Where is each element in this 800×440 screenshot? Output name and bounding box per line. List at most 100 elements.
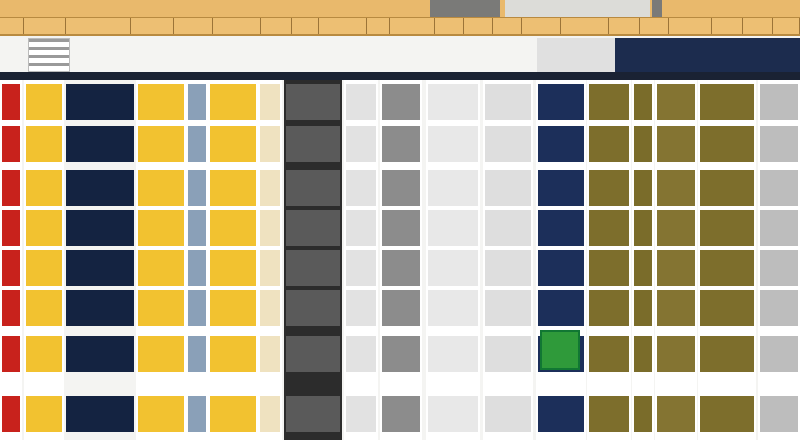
grid-cell[interactable] (428, 170, 478, 206)
column-header[interactable] (261, 18, 292, 34)
grid-cell[interactable] (634, 250, 652, 286)
grid-cell[interactable] (138, 396, 184, 432)
grid-cell[interactable] (700, 250, 754, 286)
grid-cell[interactable] (66, 396, 134, 432)
grid-cell[interactable] (382, 210, 420, 246)
grid-cell[interactable] (700, 290, 754, 326)
grid-cell[interactable] (138, 84, 184, 120)
column-header[interactable] (390, 18, 435, 34)
grid-cell[interactable] (485, 250, 531, 286)
grid-cell[interactable] (260, 336, 280, 372)
grid-cell[interactable] (138, 170, 184, 206)
grid-cell[interactable] (66, 170, 134, 206)
grid-cell[interactable] (2, 126, 20, 162)
column-header[interactable] (669, 18, 713, 34)
grid-cell[interactable] (260, 170, 280, 206)
thumbnail-preview[interactable] (28, 38, 70, 72)
grid-cell[interactable] (260, 210, 280, 246)
grid-cell[interactable] (188, 84, 206, 120)
grid-cell[interactable] (26, 126, 62, 162)
grid-cell[interactable] (760, 396, 798, 432)
grid-cell[interactable] (634, 396, 652, 432)
grid-cell[interactable] (188, 396, 206, 432)
grid-cell[interactable] (760, 210, 798, 246)
column-header[interactable] (367, 18, 390, 34)
grid-cell[interactable] (188, 336, 206, 372)
grid-cell[interactable] (700, 126, 754, 162)
grid-cell[interactable] (66, 290, 134, 326)
grid-cell[interactable] (346, 396, 376, 432)
grid-cell[interactable] (760, 170, 798, 206)
grid-cell[interactable] (2, 250, 20, 286)
grid-cell[interactable] (538, 210, 584, 246)
grid-cell[interactable] (589, 336, 629, 372)
grid-cell[interactable] (538, 84, 584, 120)
grid-cell[interactable] (634, 126, 652, 162)
column-header[interactable] (0, 18, 24, 34)
grid-cell[interactable] (210, 336, 256, 372)
grid-cell[interactable] (760, 290, 798, 326)
column-header[interactable] (319, 18, 367, 34)
grid-cell[interactable] (138, 336, 184, 372)
column-header[interactable] (712, 18, 744, 34)
grid-cell[interactable] (26, 170, 62, 206)
grid-cell[interactable] (485, 170, 531, 206)
column-header[interactable] (493, 18, 523, 34)
grid-cell[interactable] (589, 290, 629, 326)
grid-cell[interactable] (589, 396, 629, 432)
grid-cell[interactable] (346, 336, 376, 372)
grid-cell[interactable] (260, 396, 280, 432)
grid-cell[interactable] (210, 170, 256, 206)
grid-cell[interactable] (760, 250, 798, 286)
grid-cell[interactable] (485, 126, 531, 162)
grid-cell[interactable] (346, 84, 376, 120)
grid-cell[interactable] (66, 126, 134, 162)
grid-cell[interactable] (188, 126, 206, 162)
grid-cell[interactable] (382, 396, 420, 432)
grid-cell[interactable] (657, 126, 695, 162)
grid-cell[interactable] (138, 210, 184, 246)
grid-cell[interactable] (428, 290, 478, 326)
grid-cell[interactable] (66, 84, 134, 120)
grid-cell[interactable] (210, 210, 256, 246)
grid-cell[interactable] (188, 210, 206, 246)
grid-cell[interactable] (382, 170, 420, 206)
grid-cell[interactable] (210, 250, 256, 286)
grid-cell[interactable] (538, 290, 584, 326)
grid-cell[interactable] (26, 396, 62, 432)
column-header[interactable] (464, 18, 494, 34)
grid-cell[interactable] (634, 290, 652, 326)
grid-cell[interactable] (760, 84, 798, 120)
column-header[interactable] (609, 18, 640, 34)
grid-cell[interactable] (260, 250, 280, 286)
grid-cell[interactable] (260, 84, 280, 120)
grid-cell[interactable] (657, 170, 695, 206)
grid-cell[interactable] (382, 336, 420, 372)
grid-cell[interactable] (657, 210, 695, 246)
column-header[interactable] (522, 18, 561, 34)
grid-cell[interactable] (210, 126, 256, 162)
grid-cell[interactable] (538, 396, 584, 432)
grid-cell[interactable] (138, 290, 184, 326)
grid-cell[interactable] (589, 170, 629, 206)
grid-cell[interactable] (26, 250, 62, 286)
grid-cell[interactable] (2, 396, 20, 432)
grid-cell[interactable] (66, 336, 134, 372)
column-header[interactable] (24, 18, 66, 34)
grid-cell[interactable] (760, 336, 798, 372)
grid-cell[interactable] (346, 250, 376, 286)
grid-cell[interactable] (138, 126, 184, 162)
grid-cell[interactable] (428, 250, 478, 286)
grid-cell[interactable] (657, 396, 695, 432)
grid-cell[interactable] (66, 250, 134, 286)
grid-cell[interactable] (485, 84, 531, 120)
grid-cell[interactable] (346, 170, 376, 206)
column-header[interactable] (131, 18, 175, 34)
column-header[interactable] (213, 18, 261, 34)
column-header[interactable] (743, 18, 773, 34)
grid-cell[interactable] (589, 210, 629, 246)
grid-cell[interactable] (346, 126, 376, 162)
grid-cell[interactable] (589, 250, 629, 286)
grid-cell[interactable] (538, 126, 584, 162)
grid-cell[interactable] (286, 290, 340, 326)
